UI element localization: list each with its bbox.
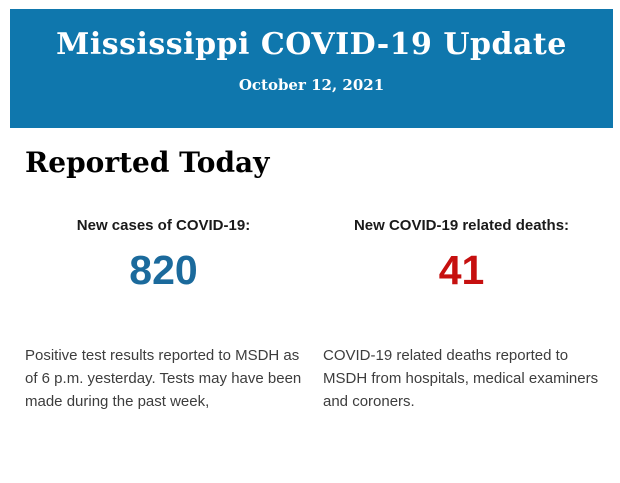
new-deaths-value: 41 [438,247,485,293]
cases-description: Positive test results reported to MSDH a… [25,347,302,410]
section-title: Reported Today [25,146,270,179]
content-area: Reported Today New cases of COVID-19: 82… [0,128,620,413]
header-date: October 12, 2021 [238,76,385,94]
new-deaths-label: New COVID-19 related deaths: [353,217,570,234]
cases-description-col: Positive test results reported to MSDH a… [25,344,306,413]
new-cases-label: New cases of COVID-19: [76,217,251,234]
new-cases-value: 820 [129,247,198,293]
descriptions-row: Positive test results reported to MSDH a… [25,344,605,413]
deaths-description-col: COVID-19 related deaths reported to MSDH… [323,344,604,413]
deaths-description: COVID-19 related deaths reported to MSDH… [323,347,599,410]
stat-new-deaths: New COVID-19 related deaths: 41 [323,217,600,292]
page-title: Mississippi COVID-19 Update [56,27,567,62]
stat-new-cases: New cases of COVID-19: 820 [25,217,302,292]
stats-row: New cases of COVID-19: 820 New COVID-19 … [25,217,605,292]
header-banner: Mississippi COVID-19 Update October 12, … [10,9,613,128]
